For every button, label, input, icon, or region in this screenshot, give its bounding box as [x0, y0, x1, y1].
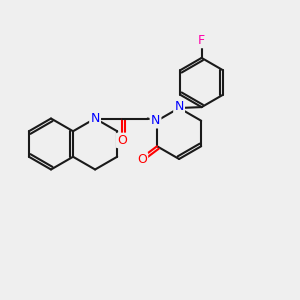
Text: O: O: [117, 134, 127, 147]
Text: F: F: [198, 34, 205, 47]
Text: N: N: [174, 100, 184, 113]
Text: N: N: [151, 114, 160, 127]
Text: O: O: [137, 153, 147, 166]
Text: N: N: [90, 112, 100, 125]
